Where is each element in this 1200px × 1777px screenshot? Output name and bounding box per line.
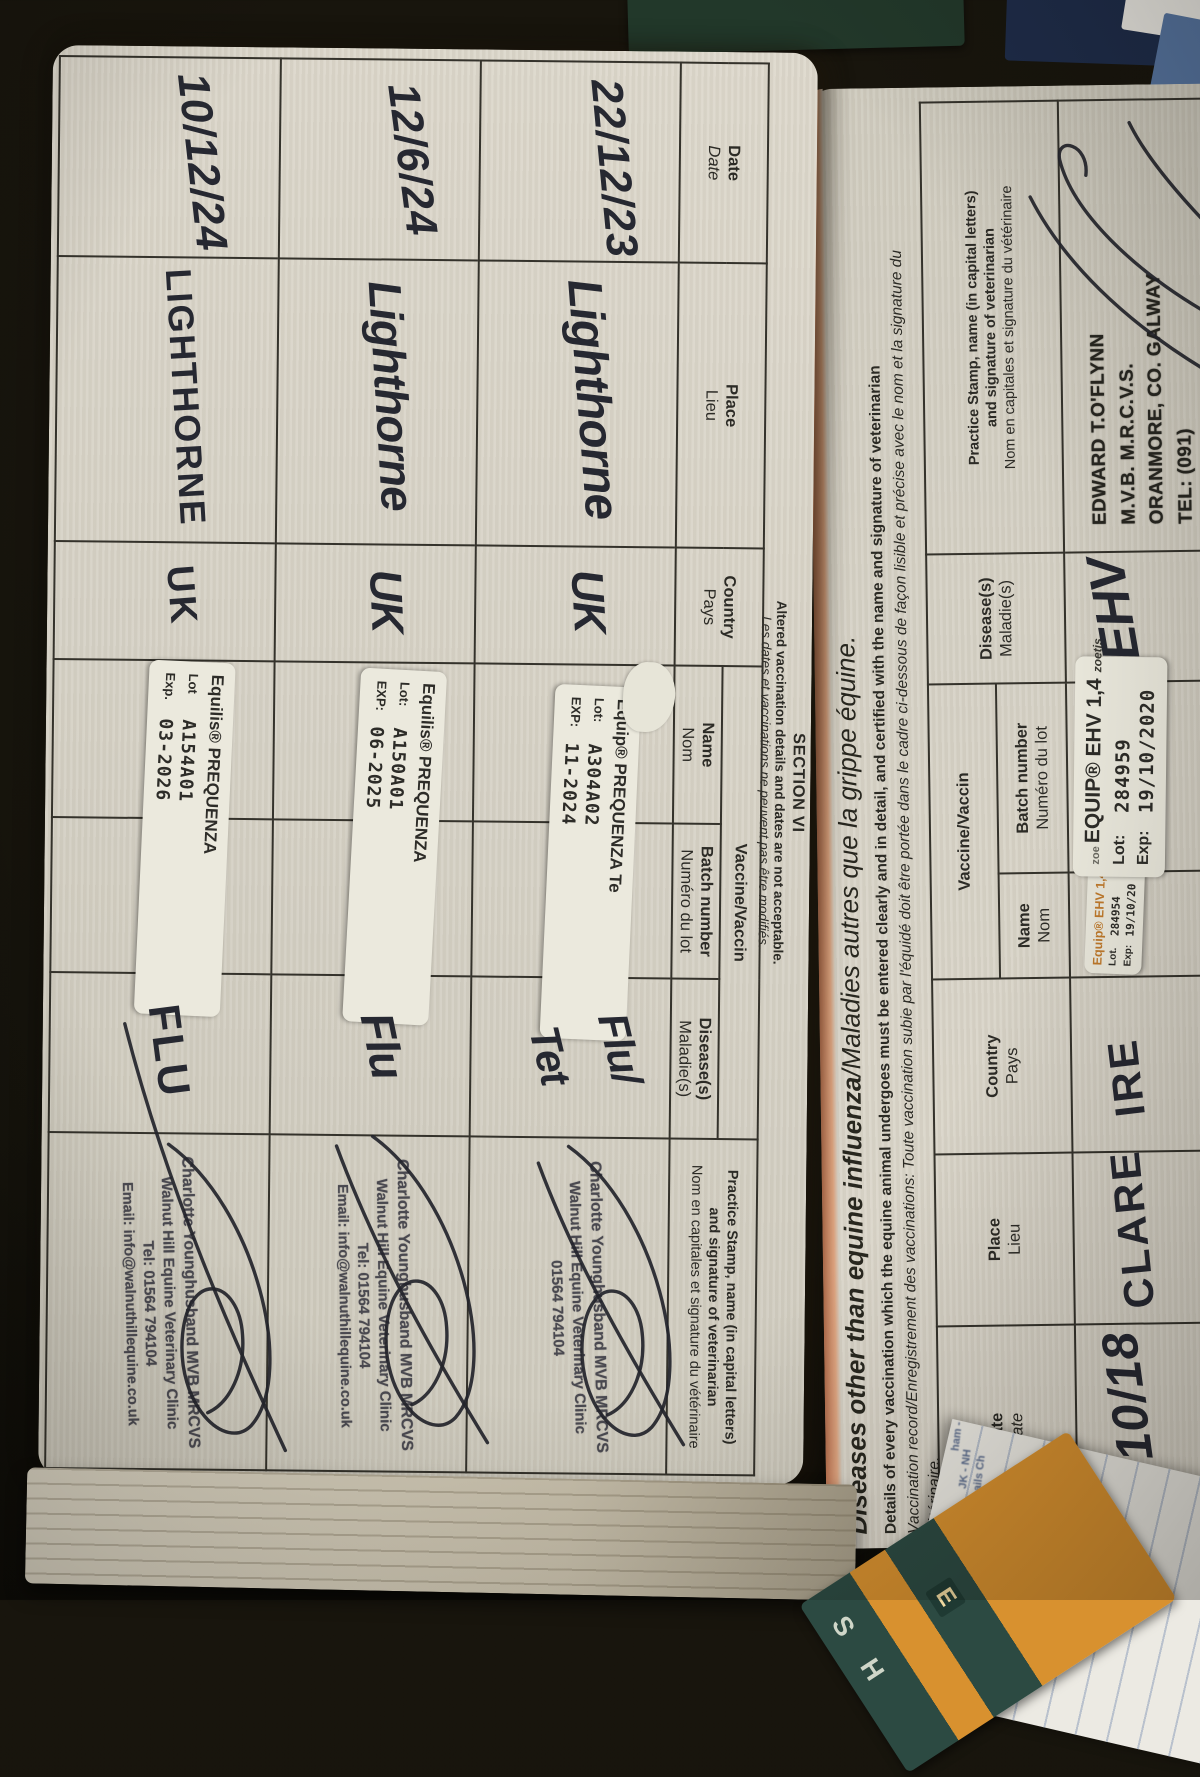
lp-row3-place: LIGHTHORNE [157, 267, 214, 528]
lp-row1-country-cell: UK [474, 545, 676, 666]
rp-entry-batch-sticker: zoeEQUIP® EHV 1,4zoetis Lot: 284959 Exp:… [1072, 638, 1168, 878]
right-page-vaccination-table: Date Date Place Lieu Country Pays Vaccin… [919, 94, 1200, 1537]
lp-row2-vet-stamp: Charlotte Younghusband MVB MRCVS Walnut … [333, 1158, 416, 1451]
lp-row3-country: UK [158, 563, 205, 628]
lp-header-name: Name Nom [672, 665, 723, 825]
lp-row3-vet-stamp: Charlotte Younghusband MVB MRCVS Walnut … [118, 1156, 203, 1449]
lp-row1-stamp-cell: Charlotte Younghusband MVB MRCVS Walnut … [466, 1136, 686, 1475]
right-page-title-en: Diseases other than equine influenza [836, 1076, 873, 1535]
rp-header-disease: Disease(s) Maladie(s) [926, 552, 1066, 685]
lp-row1-vet-stamp: Charlotte Younghusband MVB MRCVS Walnut … [547, 1160, 611, 1454]
rp-entry-country-cell: IRE [1070, 972, 1200, 1153]
book-spine-letter: H [854, 1653, 891, 1686]
lp-row2-disease: Flu [350, 1008, 415, 1083]
lp-row3-date: 10/12/24 [167, 70, 237, 254]
right-page-diseases-other: Diseases other than equine influenza/Mal… [806, 77, 1200, 1550]
lp-row3-disease: FLU [138, 1001, 200, 1102]
lp-row1-place-cell: Lighthorne [475, 260, 679, 548]
lp-row3-disease-cell: FLU [48, 972, 272, 1135]
rp-entry-name-cell: Equip® EHV 1,4 Lot. 284954 Exp: 19/10/20 [1068, 860, 1200, 978]
lp-row1-place: Lighthorne [557, 276, 629, 521]
lp-row1-disease-tet: Tet [520, 1021, 580, 1090]
lp-row2-date: 12/6/24 [378, 80, 447, 240]
lp-row2-disease-cell: Flu [269, 974, 472, 1137]
book-spine-letter: S [825, 1610, 861, 1642]
lp-row2-name-cell: Equilis® PREQUENZA Lot: A150A01 EXP: 06-… [272, 661, 475, 1026]
lp-row3-date-cell: 10/12/24 [57, 56, 281, 259]
rp-header-name: Name Nom [998, 872, 1071, 979]
lp-row1-date: 22/12/23 [581, 76, 648, 261]
lp-row2-country-cell: UK [274, 543, 476, 664]
rp-header-batch: Batch number Numéro du lot [995, 682, 1069, 874]
lp-row2-stamp-cell: Charlotte Younghusband MVB MRCVS Walnut … [266, 1134, 490, 1473]
ruled-paper-note: JK - NH [956, 1448, 974, 1490]
lp-row1-disease-flu: Flu/ [589, 1008, 652, 1089]
lp-row2-place-cell: Lighthorne [275, 258, 479, 546]
lp-header-disease: Disease(s) Maladie(s) [669, 978, 720, 1140]
rp-header-place: Place Lieu [934, 1152, 1075, 1327]
background-book-green [627, 0, 965, 55]
ruled-paper-note: ham - [949, 1421, 965, 1452]
rp-entry-name-sticker: Equip® EHV 1,4 Lot. 284954 Exp: 19/10/20 [1084, 860, 1146, 975]
rp-entry-place: CLARE [1100, 1147, 1164, 1311]
rp-header-country: Country Pays [932, 977, 1073, 1155]
lp-header-practice-stamp: Practice Stamp, name (in capital letters… [666, 1138, 758, 1476]
lp-row2-batch-cell [271, 819, 473, 977]
lp-header-place: Place Lieu [675, 262, 767, 549]
rp-entry-country: IRE [1097, 1035, 1154, 1120]
lp-row3-name-cell: Equilis® PREQUENZA Lot A154A01 Exp. 03-2… [51, 659, 275, 1018]
lp-header-date: Date Date [678, 62, 769, 264]
lp-row3-place-cell: LIGHTHORNE [54, 256, 279, 544]
lp-row3-batch-cell [50, 817, 273, 975]
lp-header-vaccine-group: Vaccine/Vaccin [717, 666, 763, 1140]
right-page-title-fr: /Maladies autres que la grippe équine. [830, 635, 867, 1077]
rp-header-vaccine-group: Vaccine/Vaccin [927, 683, 1001, 980]
lp-row3-country-cell: UK [53, 541, 276, 662]
lp-row1-country: UK [561, 568, 617, 635]
rp-entry-place-cell: CLARE [1072, 1147, 1200, 1325]
lp-row2-date-cell: 12/6/24 [278, 58, 481, 261]
lp-row1-name-cell: Equip® PREQUENZA Te Lot: A304A02 EXP: 11… [472, 663, 675, 1042]
rp-entry-disease-cell: EHV [1064, 547, 1200, 683]
booklet-page-edges [24, 1467, 858, 1601]
rp-entry-vet-stamp: EDWARD T.O'FLYNN M.V.B. M.R.C.V.S. ORANM… [1087, 273, 1197, 526]
left-page-vaccination-table: Date Date Place Lieu Country Pays Vaccin… [44, 55, 770, 1476]
lp-row1-disease-cell: Flu/ Tet [469, 976, 672, 1139]
lp-row2-country: UK [359, 568, 414, 634]
lp-row2-place: Lighthorne [358, 279, 425, 513]
rp-entry-stamp-cell: EDWARD T.O'FLYNN M.V.B. M.R.C.V.S. ORANM… [1028, 95, 1200, 553]
rp-entry-disease: EHV [1076, 552, 1152, 666]
lp-row1-batch-cell [471, 821, 673, 979]
lp-header-batch: Batch number Numéro du lot [671, 823, 721, 980]
rp-entry-batch-cell: zoeEQUIP® EHV 1,4zoetis Lot: 284959 Exp:… [1065, 638, 1200, 878]
lp-header-country: Country Pays [674, 547, 764, 667]
rp-header-practice-stamp: Practice Stamp, name (in capital letters… [919, 100, 1065, 555]
left-page-vaccination-record: SECTION VI Altered vaccination details a… [38, 44, 819, 1485]
book-spine-letter: E [924, 1576, 967, 1619]
lp-row1-date-cell: 22/12/23 [478, 60, 681, 263]
lp-row3-stamp-cell: Charlotte Younghusband MVB MRCVS Walnut … [45, 1022, 288, 1471]
